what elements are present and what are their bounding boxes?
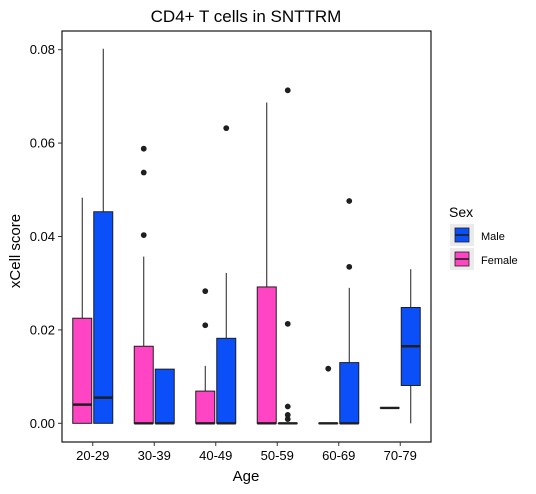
outlier-point: [285, 416, 291, 422]
legend-label-female: Female: [481, 255, 518, 267]
outlier-point: [346, 264, 352, 270]
outlier-point: [141, 146, 147, 152]
box-body: [340, 363, 359, 424]
y-axis-label: xCell score: [7, 214, 24, 288]
y-tick-label: 0.06: [30, 136, 55, 151]
outlier-point: [202, 288, 208, 294]
y-tick-label: 0.02: [30, 322, 55, 337]
box-body: [94, 212, 113, 424]
outlier-point: [285, 321, 291, 327]
x-tick-label: 20-29: [76, 448, 109, 463]
outlier-point: [202, 322, 208, 328]
x-axis-label: Age: [233, 468, 260, 485]
chart-title: CD4+ T cells in SNTTRM: [151, 7, 342, 26]
x-tick-label: 60-69: [322, 448, 355, 463]
x-tick-label: 70-79: [384, 448, 417, 463]
box-body: [134, 346, 153, 423]
outlier-point: [325, 366, 331, 372]
y-tick-label: 0.04: [30, 229, 55, 244]
outlier-point: [141, 170, 147, 176]
legend-label-male: Male: [481, 231, 505, 243]
outlier-point: [223, 125, 229, 131]
box-body: [155, 369, 174, 423]
box-body: [196, 391, 215, 423]
outlier-point: [346, 198, 352, 204]
x-tick-label: 30-39: [138, 448, 171, 463]
y-tick-label: 0.00: [30, 416, 55, 431]
box-body: [73, 318, 92, 423]
outlier-point: [285, 404, 291, 410]
box-male-30-39: [155, 369, 174, 423]
y-tick-label: 0.08: [30, 42, 55, 57]
outlier-point: [285, 87, 291, 93]
x-tick-label: 40-49: [199, 448, 232, 463]
plot-area: 0.00 0.02 0.04 0.06 0.08 20-29 30-39 40-49 50-59…: [30, 31, 431, 463]
legend-title: Sex: [449, 204, 473, 220]
box-body: [217, 338, 236, 423]
outlier-point: [141, 232, 147, 238]
x-tick-label: 50-59: [261, 448, 294, 463]
box-body: [257, 287, 276, 423]
plot-panel: [62, 31, 431, 442]
